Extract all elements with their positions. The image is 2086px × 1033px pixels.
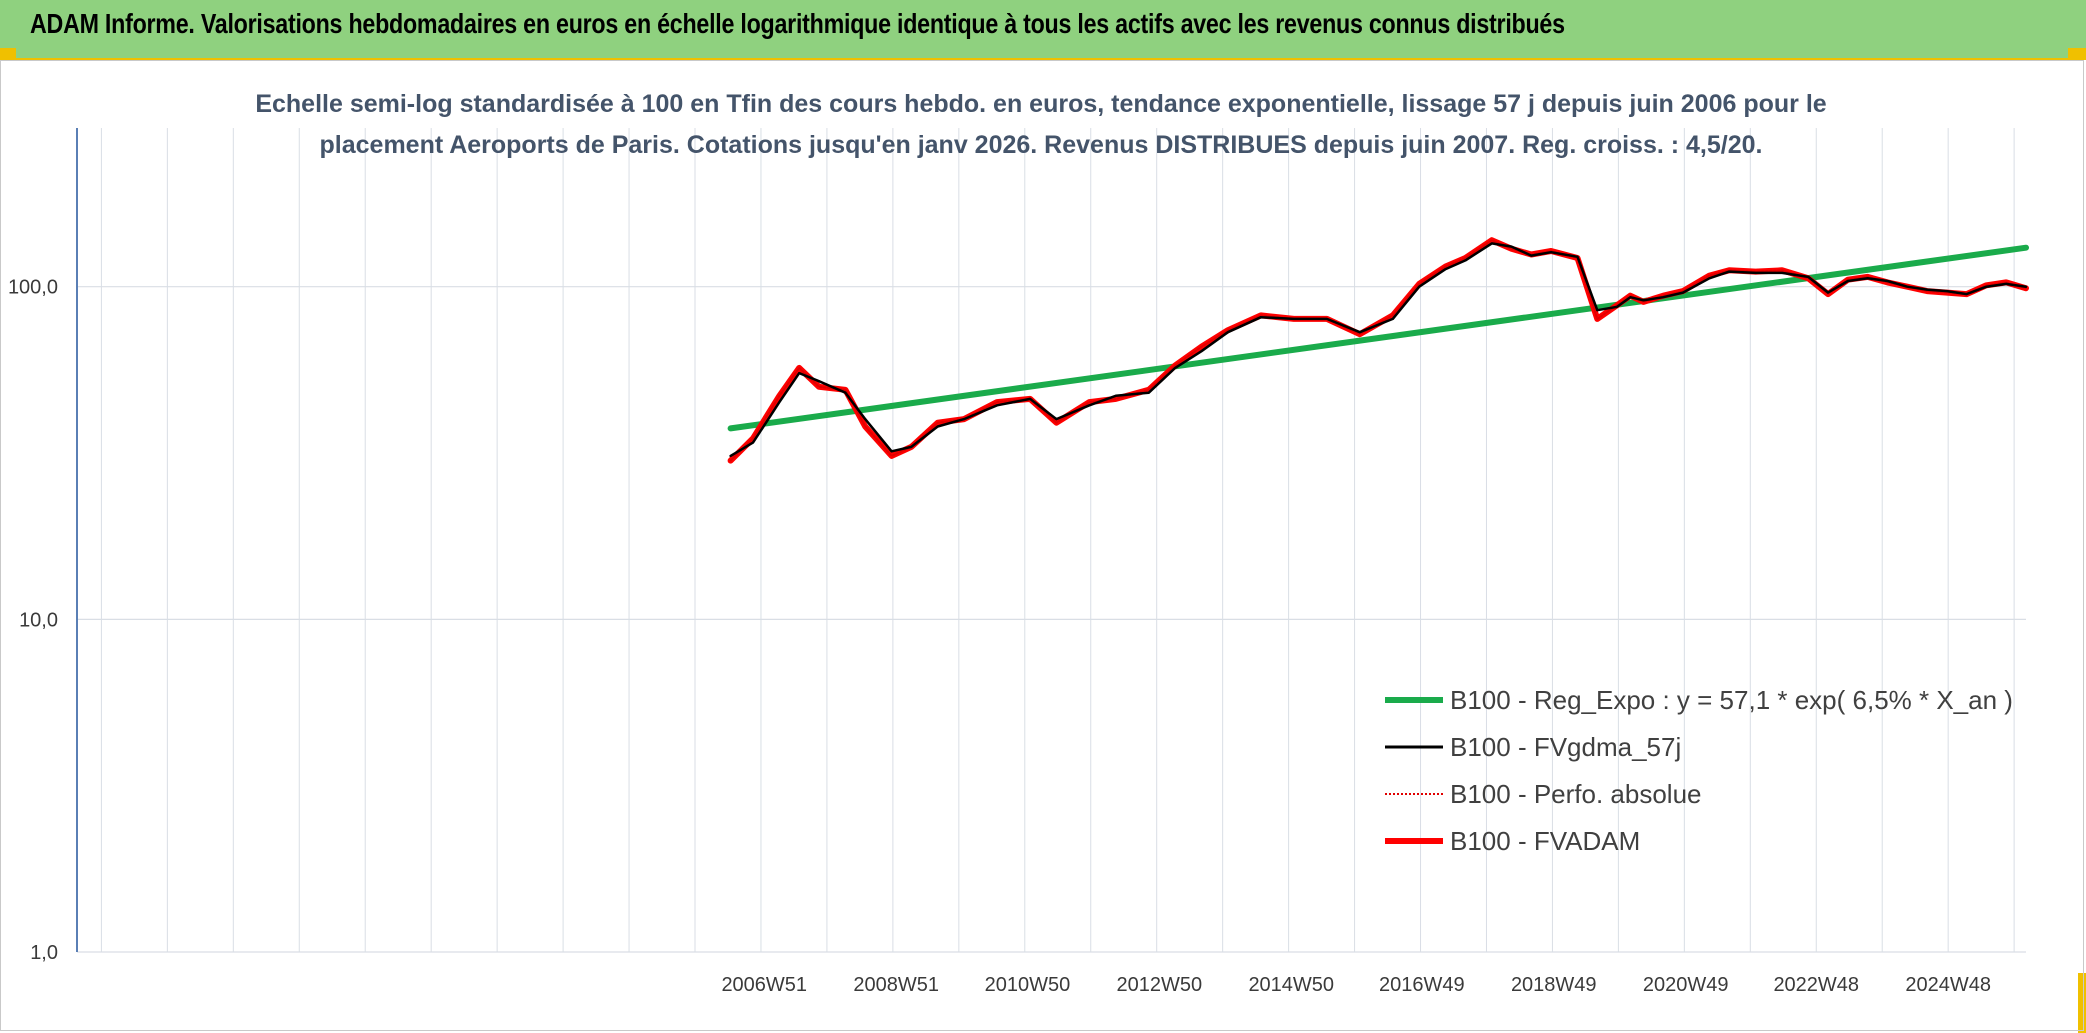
legend-label-fvadam: B100 - FVADAM [1450,826,1640,856]
legend-entry-smoothed: B100 - FVgdma_57j [1385,732,1681,762]
title-banner: ADAM Informe. Valorisations hebdomadaire… [0,0,2086,60]
legend-label-performance: B100 - Perfo. absolue [1450,779,1702,809]
x-tick-label-5: 2016W49 [1379,974,1465,996]
chart-title-line-1: Echelle semi-log standardisée à 100 en T… [255,90,1826,118]
legend-label-regression: B100 - Reg_Expo : y = 57,1 * exp( 6,5% *… [1450,685,2013,715]
grid [77,128,2026,953]
legend-entry-fvadam: B100 - FVADAM [1385,826,1640,856]
series-line-performance [729,239,2027,462]
series-line-smoothed [729,242,2028,458]
chart-frame [0,60,2084,1031]
y-tick-label-0: 1,0 [30,942,58,964]
x-tick-label-6: 2018W49 [1511,974,1597,996]
y-tick-label-2: 100,0 [8,277,58,299]
legend-label-smoothed: B100 - FVgdma_57j [1450,732,1681,762]
x-axis-ticks: 2006W51 2008W51 2010W50 2012W50 2014W50 2016W… [721,974,1991,996]
x-tick-label-3: 2012W50 [1117,974,1203,996]
legend: B100 - Reg_Expo : y = 57,1 * exp( 6,5% *… [1385,685,2013,856]
banner-title: ADAM Informe. Valorisations hebdomadaire… [30,8,1565,39]
x-tick-label-1: 2008W51 [853,974,939,996]
legend-entry-performance: B100 - Perfo. absolue [1385,779,1702,809]
series-lines [727,237,2029,464]
series-line-regression [727,244,2029,432]
x-tick-label-2: 2010W50 [985,974,1071,996]
chart-title-line-2: placement Aeroports de Paris. Cotations … [320,131,1763,159]
x-tick-label-0: 2006W51 [721,974,807,996]
y-axis-ticks: 1,0 10,0 100,0 [8,277,58,964]
x-tick-label-9: 2024W48 [1905,974,1991,996]
y-tick-label-1: 10,0 [19,609,58,631]
corner-marker-bottom-right [2078,973,2086,1033]
corner-marker-top-right [2068,48,2086,60]
corner-marker-top-left [0,48,16,60]
x-tick-label-4: 2014W50 [1248,974,1334,996]
legend-entry-regression: B100 - Reg_Expo : y = 57,1 * exp( 6,5% *… [1385,685,2013,715]
x-tick-label-8: 2022W48 [1773,974,1859,996]
x-tick-label-7: 2020W49 [1643,974,1729,996]
